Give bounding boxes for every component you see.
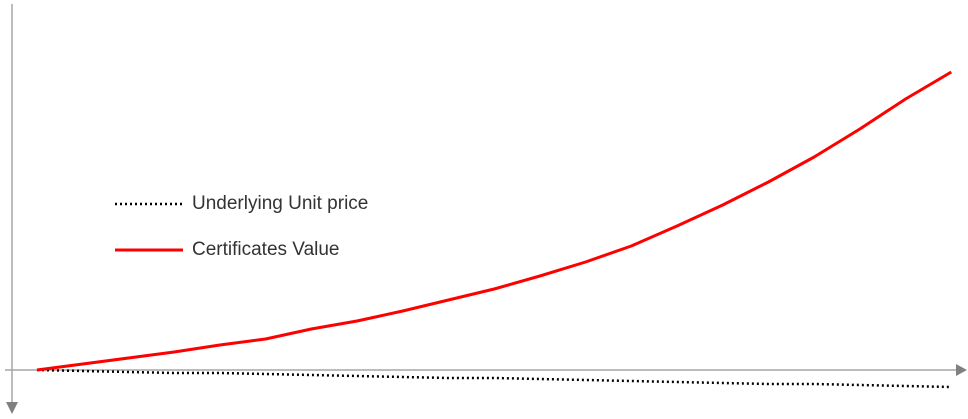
axes [5, 4, 967, 414]
legend-label: Certificates Value [192, 239, 340, 260]
legend-label: Underlying Unit price [192, 193, 368, 214]
x-axis-arrow [956, 364, 967, 376]
series-line [36, 70, 953, 372]
series-line [36, 368, 952, 389]
y-axis-arrow [6, 402, 18, 414]
